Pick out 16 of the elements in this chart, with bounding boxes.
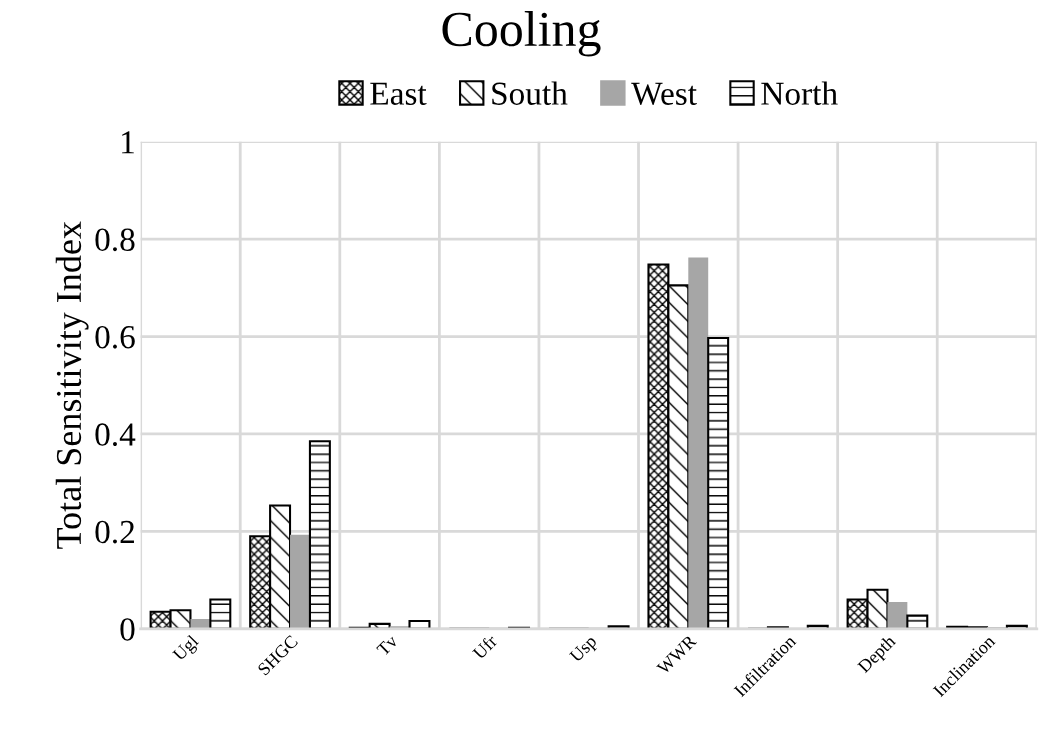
- chart-title: Cooling: [442, 11, 601, 57]
- y-tick-label: 0: [120, 618, 135, 641]
- legend-label: North: [761, 81, 838, 105]
- legend-label: West: [631, 82, 697, 106]
- y-tick-label: 0.2: [95, 520, 134, 544]
- x-tick-label: Ufr: [471, 633, 499, 661]
- legend-label: East: [370, 82, 427, 105]
- y-tick-label: 0.6: [95, 325, 135, 349]
- x-tick-label: Tv: [376, 634, 399, 657]
- legend-label: South: [492, 81, 568, 105]
- x-tick-label: Usp: [568, 634, 600, 666]
- y-axis-title: Total Sensitivity Index: [55, 221, 89, 549]
- x-tick-label: Ugl: [171, 633, 202, 665]
- y-tick-label: 0.4: [95, 423, 136, 446]
- y-tick-label: 0.8: [95, 228, 135, 252]
- y-tick-label: 1: [122, 131, 134, 154]
